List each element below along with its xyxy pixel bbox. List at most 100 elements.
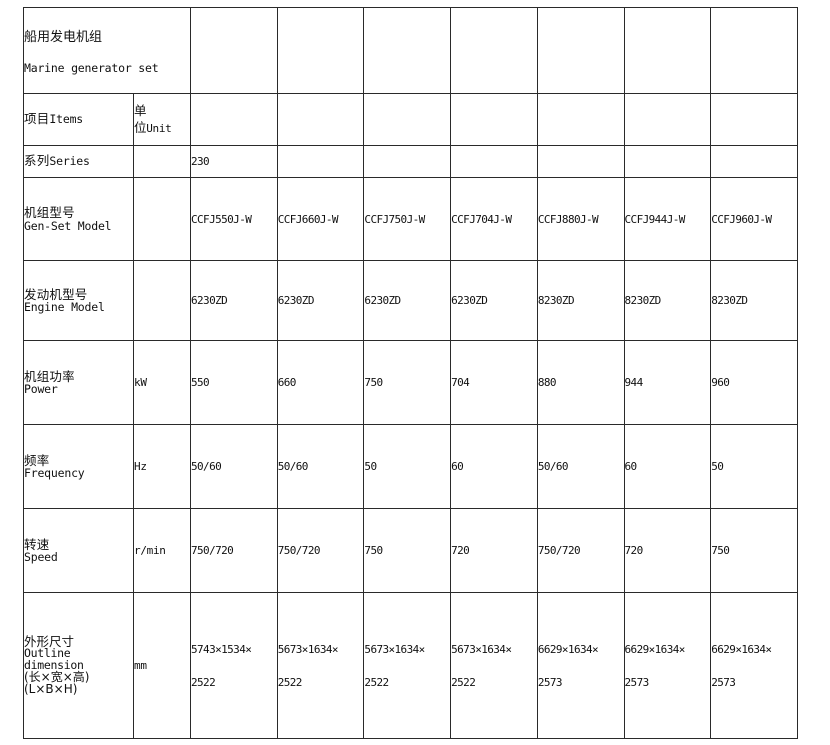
header-spacer-cell-3 — [363, 93, 452, 146]
dimension-value-line2: 2573 — [537, 675, 563, 689]
document-title-cell: 船用发电机组 Marine generator set — [22, 7, 192, 94]
outline-dimension-label-chinese-formula: (长×宽×高) — [24, 670, 90, 685]
table-cell: 944 — [623, 340, 712, 425]
table-cell: 50/60 — [536, 424, 625, 509]
header-spacer-cell-4 — [450, 93, 538, 146]
table-cell: 6629×1634× 2573 — [536, 592, 625, 739]
series-label-chinese: 系列 — [24, 153, 50, 169]
dimension-value-line1: 6629×1634× — [624, 642, 686, 656]
table-cell: 750 — [363, 340, 452, 425]
dimension-value-line2: 2522 — [364, 675, 389, 689]
series-spacer-cell-2 — [276, 145, 365, 178]
table-cell: 750 — [710, 508, 798, 593]
dimension-value-line2: 2573 — [711, 675, 736, 689]
series-spacer-cell-5 — [536, 145, 625, 178]
table-cell: CCFJ960J-W — [710, 177, 798, 261]
table-cell: 880 — [536, 340, 625, 425]
title-spacer-cell-6 — [623, 7, 712, 94]
table-row-outline-dimension: 外形尺寸 Outline dimension (长×宽×高) (L×B×H) m… — [23, 592, 798, 739]
marine-generator-spec-table: 船用发电机组 Marine generator set 项目Items 单 位 — [22, 7, 798, 739]
table-cell: 6230ZD — [276, 260, 365, 341]
header-spacer-cell-6 — [623, 93, 712, 146]
header-spacer-cell-1 — [190, 93, 278, 146]
dimension-value-line2: 2522 — [191, 675, 216, 689]
frequency-unit-cell: Hz — [132, 424, 192, 509]
dimension-value-line2: 2573 — [624, 675, 650, 689]
series-unit-cell — [132, 145, 192, 178]
frequency-label-chinese: 频率 — [24, 452, 50, 468]
table-cell: 960 — [710, 340, 798, 425]
speed-label-cell: 转速 Speed — [23, 508, 134, 593]
table-cell: 8230ZD — [536, 260, 625, 341]
title-spacer-cell-7 — [710, 7, 798, 94]
frequency-label-english: Frequency — [24, 466, 85, 481]
outline-dimension-label-english-line1: Outline — [24, 646, 71, 661]
dimension-value-line1: 5673×1634× — [277, 642, 339, 656]
series-label-english: Series — [49, 154, 90, 169]
table-cell: CCFJ550J-W — [190, 177, 278, 261]
table-cell: 6230ZD — [450, 260, 538, 341]
series-spacer-cell-4 — [450, 145, 538, 178]
dimension-value-line1: 5673×1634× — [451, 642, 512, 656]
table-row-genset-model: 机组型号 Gen-Set Model CCFJ550J-W CCFJ660J-W… — [23, 177, 798, 261]
table-cell: 5673×1634× 2522 — [276, 592, 365, 739]
unit-label-line2: 位Unit — [134, 119, 172, 135]
power-label-english: Power — [24, 382, 58, 397]
genset-model-label-english: Gen-Set Model — [24, 218, 112, 233]
title-spacer-cell-5 — [536, 7, 625, 94]
table-cell: 660 — [276, 340, 365, 425]
genset-model-label-cell: 机组型号 Gen-Set Model — [23, 177, 134, 261]
table-cell: 50/60 — [190, 424, 278, 509]
table-cell: CCFJ704J-W — [450, 177, 538, 261]
table-cell: CCFJ750J-W — [363, 177, 452, 261]
title-spacer-cell-3 — [363, 7, 452, 94]
title-english: Marine generator set — [24, 61, 159, 75]
engine-model-label-chinese: 发动机型号 — [24, 286, 88, 302]
outline-dimension-label-english-line2: dimension — [24, 657, 84, 672]
speed-unit-cell: r/min — [132, 508, 192, 593]
table-row-header: 项目Items 单 位Unit — [23, 93, 798, 146]
series-spacer-cell-7 — [710, 145, 798, 178]
frequency-label-cell: 频率 Frequency — [23, 424, 134, 509]
outline-dimension-label-chinese: 外形尺寸 — [24, 633, 75, 649]
table-cell: 6629×1634× 2573 — [623, 592, 712, 739]
items-label-chinese: 项目 — [24, 111, 50, 127]
table-cell: CCFJ944J-W — [623, 177, 712, 261]
table-cell: 550 — [190, 340, 278, 425]
table-cell: 720 — [623, 508, 712, 593]
table-cell: 8230ZD — [710, 260, 798, 341]
engine-model-unit-cell — [132, 260, 192, 341]
table-cell: 6230ZD — [190, 260, 278, 341]
title-spacer-cell-4 — [450, 7, 538, 94]
outline-dimension-label-english-formula: (L×B×H) — [24, 682, 78, 697]
engine-model-label-english: Engine Model — [24, 300, 105, 315]
genset-model-label-chinese: 机组型号 — [24, 205, 75, 221]
series-spacer-cell-6 — [623, 145, 712, 178]
dimension-value-line1: 5673×1634× — [364, 642, 425, 656]
table-cell: 6230ZD — [363, 260, 452, 341]
table-cell: 60 — [623, 424, 712, 509]
header-spacer-cell-7 — [710, 93, 798, 146]
power-label-cell: 机组功率 Power — [23, 340, 134, 425]
table-cell: 8230ZD — [623, 260, 712, 341]
title-chinese: 船用发电机组 — [24, 30, 103, 45]
title-spacer-cell-2 — [276, 7, 365, 94]
table-cell: 50/60 — [276, 424, 365, 509]
dimension-value-line2: 2522 — [277, 675, 303, 689]
table-row-series: 系列Series 230 — [23, 145, 798, 178]
dimension-value-line1: 6629×1634× — [711, 642, 772, 656]
outline-dimension-unit-cell: mm — [132, 592, 192, 739]
table-cell: CCFJ660J-W — [276, 177, 365, 261]
table-row-frequency: 频率 Frequency Hz 50/60 50/60 50 60 50/60 … — [23, 424, 798, 509]
table-cell: 750/720 — [276, 508, 365, 593]
items-label-english: Items — [49, 112, 84, 127]
header-unit-cell: 单 位Unit — [132, 93, 192, 146]
series-value-cell: 230 — [190, 145, 278, 178]
header-spacer-cell-5 — [536, 93, 625, 146]
table-cell: 750 — [363, 508, 452, 593]
title-spacer-cell-1 — [190, 7, 278, 94]
table-cell: 5673×1634× 2522 — [450, 592, 538, 739]
table-cell: 6629×1634× 2573 — [710, 592, 798, 739]
table-cell: 5743×1534× 2522 — [190, 592, 278, 739]
